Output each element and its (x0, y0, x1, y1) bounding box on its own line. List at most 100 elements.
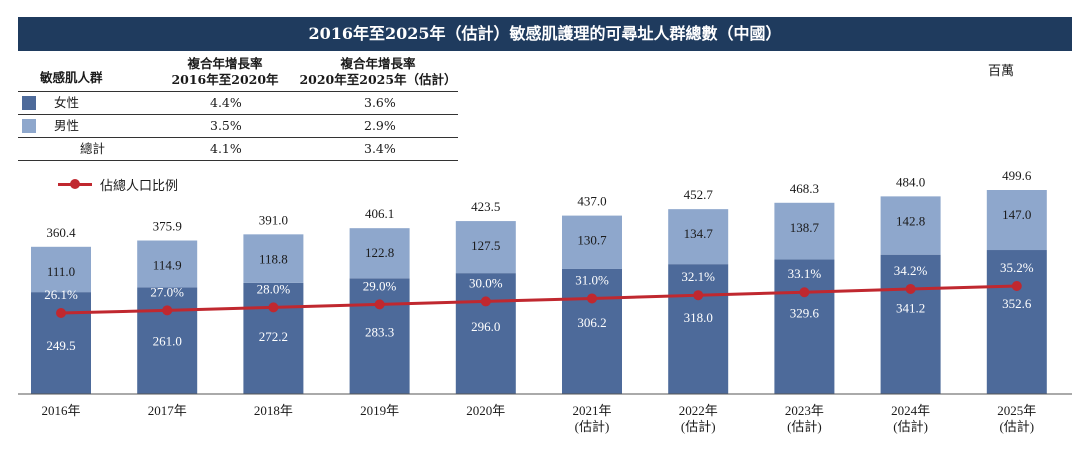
bar-male (880, 196, 941, 255)
ratio-point (587, 293, 597, 304)
table-header-cagr2: 複合年增長率 2020年至2025年（估計） (299, 56, 457, 87)
row-cagr1: 3.5% (210, 118, 242, 133)
data-label-female: 329.6 (790, 305, 820, 320)
x-tick-label: (估計) (575, 419, 610, 434)
x-tick-label: 2022年 (679, 403, 718, 418)
data-label-male: 130.7 (577, 233, 607, 248)
bar-male (349, 228, 410, 279)
data-label-female: 352.6 (1002, 296, 1032, 311)
data-label-male: 118.8 (259, 251, 288, 266)
ratio-point (799, 287, 810, 298)
data-label-total: 452.7 (684, 187, 714, 202)
data-label-ratio: 26.1% (44, 287, 78, 302)
data-label-ratio: 29.0% (363, 278, 397, 293)
data-label-female: 306.2 (577, 315, 606, 330)
ratio-point (268, 302, 279, 313)
data-label-male: 111.0 (47, 264, 75, 279)
male-swatch (22, 119, 36, 133)
data-label-male: 138.7 (790, 220, 820, 235)
data-label-total: 468.3 (790, 181, 819, 196)
bar-female (349, 278, 410, 394)
data-label-total: 391.0 (259, 212, 288, 227)
table-divider (18, 91, 458, 92)
row-cagr2: 3.4% (364, 141, 396, 156)
data-label-male: 114.9 (153, 258, 182, 273)
data-label-female: 283.3 (365, 324, 394, 339)
data-label-female: 296.0 (471, 319, 500, 334)
legend-ratio-label: 佔總人口比例 (100, 179, 179, 194)
row-cagr1: 4.1% (210, 141, 242, 156)
bar-male (986, 190, 1047, 251)
data-label-ratio: 31.0% (575, 272, 609, 287)
data-label-female: 318.0 (684, 310, 713, 325)
bar-male (137, 240, 198, 288)
row-label: 女性 (54, 95, 80, 110)
bar-male (31, 246, 91, 293)
bar-male (668, 209, 729, 265)
data-label-female: 249.5 (46, 338, 75, 353)
x-tick-label: 2020年 (466, 403, 505, 418)
data-label-total: 484.0 (896, 174, 925, 189)
data-label-male: 134.7 (684, 226, 714, 241)
ratio-point (693, 290, 704, 301)
ratio-point (905, 283, 916, 294)
x-tick-label: (估計) (787, 419, 822, 434)
table-row: 總計 4.1% 3.4% (18, 139, 458, 159)
bar-female (774, 259, 835, 394)
ratio-point (56, 308, 66, 318)
row-label: 男性 (54, 118, 80, 133)
data-label-ratio: 35.2% (1000, 260, 1034, 275)
bar-female (455, 273, 516, 394)
table-row: 男性 3.5% 2.9% (18, 116, 458, 136)
ratio-point (480, 296, 491, 307)
table-row: 女性 4.4% 3.6% (18, 93, 458, 113)
row-cagr1: 4.4% (210, 95, 242, 110)
data-label-total: 406.1 (365, 206, 394, 221)
table-divider (18, 114, 458, 115)
data-label-ratio: 32.1% (681, 269, 715, 284)
x-tick-label: (估計) (893, 419, 928, 434)
table-header-cagr1: 複合年增長率 2016年至2020年 (171, 56, 279, 87)
data-label-ratio: 27.0% (150, 284, 184, 299)
bar-female (986, 250, 1047, 394)
data-label-ratio: 33.1% (788, 266, 822, 281)
bar-male (774, 202, 835, 260)
bar-female (668, 264, 729, 394)
bar-female (562, 268, 622, 394)
x-tick-label: 2025年 (997, 403, 1036, 418)
x-tick-label: 2024年 (891, 403, 930, 418)
ratio-point (1011, 281, 1022, 291)
data-label-female: 272.2 (259, 329, 288, 344)
legend-marker (70, 179, 80, 189)
bar-male (562, 215, 622, 269)
data-label-total: 437.0 (577, 194, 606, 209)
ratio-point (162, 305, 173, 316)
data-label-female: 261.0 (153, 333, 182, 348)
table-divider (18, 137, 458, 138)
data-label-total: 360.4 (46, 225, 76, 240)
female-swatch (22, 96, 36, 110)
table-divider (18, 160, 458, 161)
row-cagr2: 3.6% (364, 95, 396, 110)
x-tick-label: 2017年 (148, 403, 187, 418)
data-label-total: 499.6 (1002, 168, 1032, 183)
bar-female (243, 282, 304, 394)
bar-female (880, 254, 941, 394)
x-tick-label: (估計) (681, 419, 716, 434)
data-label-female: 341.2 (896, 301, 925, 316)
bar-male (455, 221, 516, 274)
row-cagr2: 2.9% (364, 118, 396, 133)
data-label-total: 375.9 (153, 219, 182, 234)
data-label-ratio: 28.0% (257, 281, 291, 296)
x-tick-label: (估計) (999, 419, 1034, 434)
bar-male (243, 234, 304, 283)
x-tick-label: 2018年 (254, 403, 293, 418)
unit-label: 百萬 (988, 64, 1015, 79)
data-label-ratio: 30.0% (469, 275, 503, 290)
row-label: 總計 (80, 141, 106, 156)
x-tick-label: 2021年 (572, 403, 611, 418)
bar-female (137, 287, 198, 394)
ratio-point (374, 299, 385, 310)
data-label-male: 142.8 (896, 213, 925, 228)
